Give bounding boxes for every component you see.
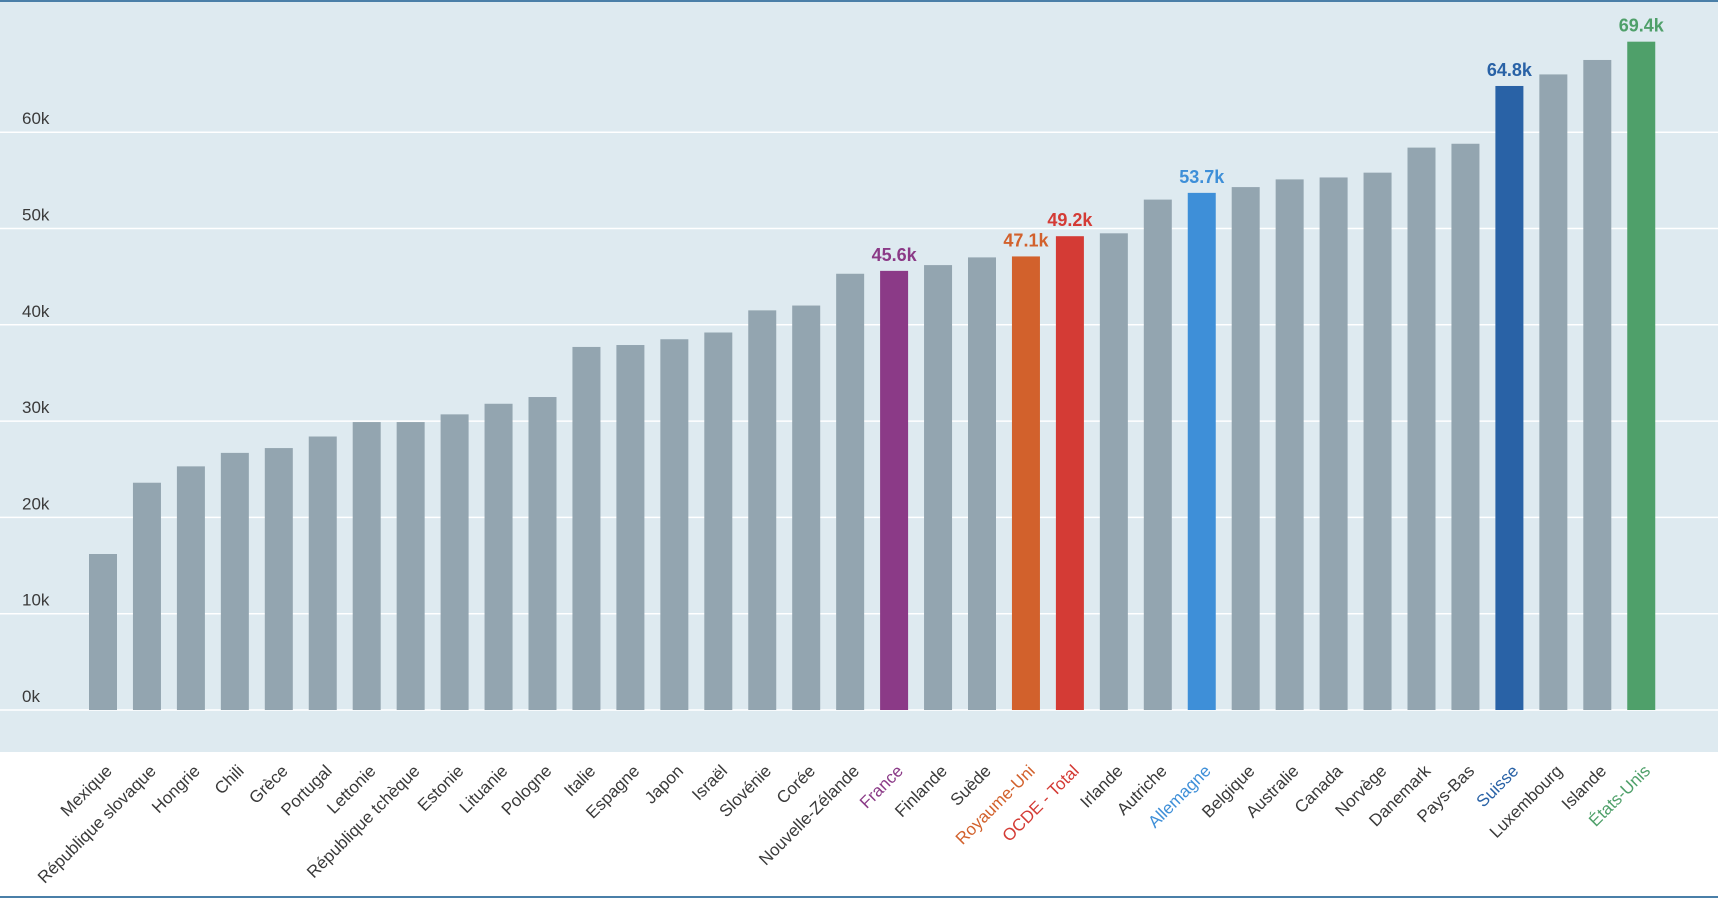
bar xyxy=(924,265,953,710)
bar xyxy=(1275,179,1304,711)
y-tick-label: 30k xyxy=(22,398,50,417)
y-tick-label: 20k xyxy=(22,494,50,513)
bar xyxy=(836,273,865,710)
bars xyxy=(89,41,1656,711)
bar-value-label: 49.2k xyxy=(1047,210,1093,230)
bar xyxy=(1627,41,1656,711)
bottom-rule xyxy=(0,896,1718,898)
bar-value-label: 45.6k xyxy=(872,245,918,265)
bar xyxy=(89,553,117,710)
bar xyxy=(1363,172,1392,710)
bar xyxy=(1539,74,1568,711)
y-tick-label: 60k xyxy=(22,109,50,128)
bar xyxy=(1451,143,1480,711)
bar xyxy=(1583,59,1612,711)
bar xyxy=(572,346,601,710)
category-label: Hongrie xyxy=(148,761,204,817)
bar xyxy=(1495,85,1524,710)
category-label: Chili xyxy=(211,761,248,798)
bar xyxy=(704,332,733,710)
y-tick-label: 40k xyxy=(22,302,50,321)
category-label: Italie xyxy=(560,761,599,800)
bar xyxy=(880,270,909,710)
bar xyxy=(792,305,821,710)
bar xyxy=(1055,236,1084,711)
bar-value-label: 47.1k xyxy=(1003,230,1049,250)
y-tick-label: 10k xyxy=(22,591,50,610)
bar xyxy=(264,448,293,710)
bar xyxy=(616,345,645,710)
bar xyxy=(1099,233,1128,710)
y-tick-label: 50k xyxy=(22,206,50,225)
top-rule xyxy=(0,0,1718,2)
y-axis-ticks: 0k 10k 20k 30k 40k 50k 60k xyxy=(22,109,50,706)
y-tick-label: 0k xyxy=(22,687,40,706)
bar xyxy=(1011,256,1040,710)
bar xyxy=(660,339,689,710)
bar xyxy=(308,436,337,710)
bar xyxy=(1231,187,1260,710)
bar xyxy=(132,482,161,710)
category-label: OCDE - Total xyxy=(999,761,1083,845)
bar xyxy=(528,397,557,710)
bar-value-label: 64.8k xyxy=(1487,60,1533,80)
bar xyxy=(176,466,205,710)
bar xyxy=(1319,177,1348,710)
bar xyxy=(1143,199,1172,711)
bar xyxy=(968,257,996,710)
bar xyxy=(1407,147,1436,710)
category-label: Japon xyxy=(641,761,687,807)
bar xyxy=(1187,192,1216,710)
bar xyxy=(352,422,381,710)
bar xyxy=(396,422,425,710)
bar-value-label: 69.4k xyxy=(1619,16,1665,36)
bar xyxy=(440,414,469,710)
bar xyxy=(484,403,513,710)
bar xyxy=(220,452,249,710)
bar xyxy=(748,310,777,710)
bar-value-label: 53.7k xyxy=(1179,167,1225,187)
